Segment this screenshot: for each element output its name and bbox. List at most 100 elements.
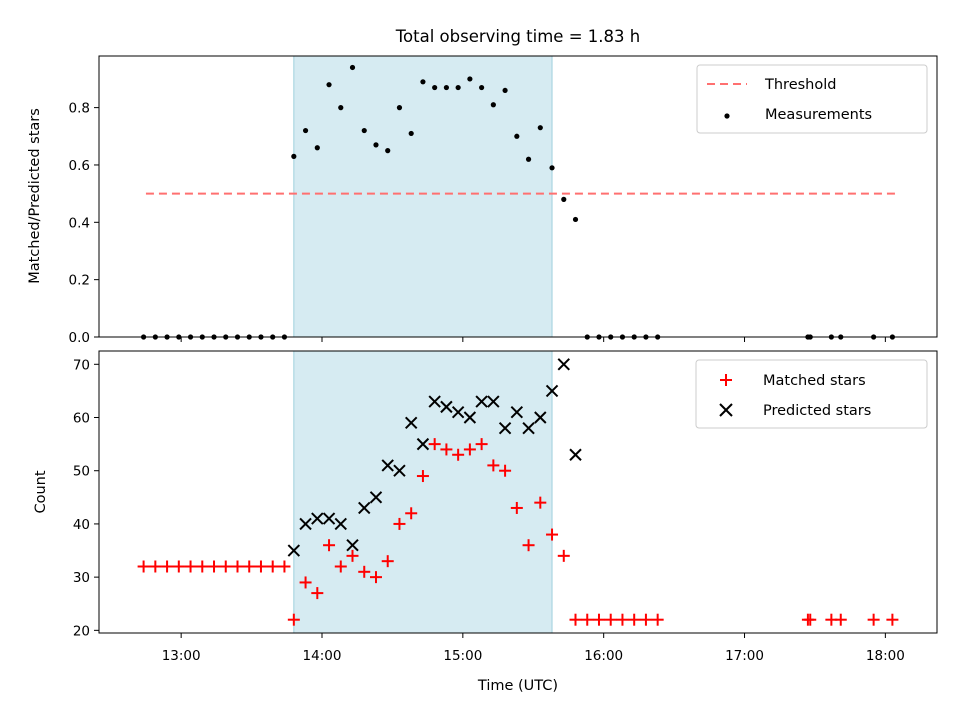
measurement-point bbox=[443, 84, 450, 91]
matched-star-point bbox=[569, 613, 582, 626]
matched-star-point bbox=[475, 438, 488, 451]
predicted-star-point bbox=[510, 405, 524, 419]
bottom-x-ticks: 13:00 14:00 15:00 16:00 17:00 18:00 bbox=[162, 633, 905, 664]
bottom-legend: Matched stars Predicted stars bbox=[695, 359, 928, 429]
top-y-ticks: 0.0 0.2 0.4 0.6 0.8 bbox=[69, 101, 99, 346]
bottom-panel: 20 30 40 50 60 70 13:00 14:00 15:00 16:00 17:00 18… bbox=[33, 350, 938, 694]
y-tick-label: 0.0 bbox=[69, 330, 90, 346]
predicted-star-point bbox=[381, 459, 394, 472]
y-tick-label: 0.8 bbox=[69, 101, 90, 117]
matched-star-point bbox=[369, 571, 382, 584]
legend-measurements-label: Measurements bbox=[765, 107, 872, 123]
predicted-star-point bbox=[451, 405, 465, 419]
x-tick-label: 13:00 bbox=[162, 648, 201, 664]
measurement-point bbox=[302, 127, 309, 134]
predicted-star-point bbox=[311, 512, 324, 525]
matched-star-point bbox=[137, 560, 150, 573]
legend-measurements-swatch bbox=[724, 113, 730, 119]
matched-star-point bbox=[266, 560, 279, 573]
matched-star-point bbox=[358, 565, 371, 578]
matched-star-point bbox=[534, 496, 547, 509]
legend-predicted-label: Predicted stars bbox=[763, 403, 871, 419]
measurement-point bbox=[549, 165, 555, 171]
predicted-stars-points bbox=[287, 358, 582, 557]
matched-star-point bbox=[557, 549, 570, 562]
measurement-point bbox=[408, 130, 414, 137]
x-axis-label: Time (UTC) bbox=[477, 678, 558, 694]
predicted-star-point bbox=[534, 411, 547, 424]
matched-star-point bbox=[440, 443, 453, 456]
y-tick-label: 0.4 bbox=[69, 215, 90, 231]
legend-predicted-swatch bbox=[719, 403, 733, 417]
y-tick-label: 30 bbox=[73, 570, 90, 586]
measurement-point bbox=[314, 145, 320, 151]
predicted-star-point bbox=[393, 464, 406, 477]
x-tick-label: 17:00 bbox=[725, 648, 764, 664]
matched-star-point bbox=[278, 560, 291, 573]
top-observing-span bbox=[293, 55, 553, 338]
predicted-star-point bbox=[334, 517, 347, 531]
matched-star-point bbox=[161, 560, 174, 573]
matched-star-point bbox=[463, 443, 476, 456]
legend-threshold-label: Threshold bbox=[764, 77, 836, 93]
measurement-point bbox=[572, 216, 579, 223]
measurement-point bbox=[537, 125, 543, 131]
y-tick-label: 0.6 bbox=[69, 158, 90, 174]
matched-star-point bbox=[487, 459, 500, 472]
matched-star-point bbox=[416, 470, 429, 483]
matched-star-point bbox=[231, 560, 244, 573]
matched-star-point bbox=[581, 613, 594, 626]
matched-star-point bbox=[546, 528, 559, 541]
predicted-star-point bbox=[498, 421, 512, 435]
matched-star-point bbox=[639, 613, 652, 626]
matched-star-point bbox=[208, 560, 221, 573]
matched-star-point bbox=[867, 613, 880, 626]
matched-star-point bbox=[804, 613, 817, 626]
matched-star-point bbox=[149, 560, 162, 573]
bottom-legend-box bbox=[695, 359, 928, 429]
top-plot-frame bbox=[98, 55, 938, 338]
matched-star-point bbox=[346, 549, 359, 562]
predicted-star-point bbox=[522, 421, 535, 435]
predicted-star-point bbox=[358, 501, 371, 515]
measurement-point bbox=[349, 64, 356, 71]
measurement-point bbox=[420, 79, 426, 85]
measurement-point bbox=[361, 127, 367, 134]
chart-title: Total observing time = 1.83 h bbox=[395, 27, 640, 46]
y-tick-label: 70 bbox=[73, 357, 90, 373]
measurement-point bbox=[479, 84, 485, 91]
predicted-star-point bbox=[463, 411, 477, 424]
measurement-point bbox=[373, 142, 379, 148]
matched-star-point bbox=[452, 448, 465, 461]
matched-star-point bbox=[651, 613, 664, 626]
predicted-star-point bbox=[369, 491, 383, 504]
x-tick-label: 18:00 bbox=[866, 648, 905, 664]
measurement-point bbox=[502, 87, 508, 94]
y-tick-label: 0.2 bbox=[69, 273, 90, 289]
measurement-point bbox=[385, 148, 391, 154]
matched-star-point bbox=[334, 560, 347, 573]
y-tick-label: 40 bbox=[73, 517, 90, 533]
measurement-point bbox=[432, 84, 438, 91]
matched-star-point bbox=[834, 613, 847, 626]
predicted-star-point bbox=[428, 395, 441, 408]
predicted-star-point bbox=[322, 512, 336, 525]
bottom-y-ticks: 20 30 40 50 60 70 bbox=[73, 357, 99, 639]
predicted-star-point bbox=[287, 544, 301, 557]
legend-matched-label: Matched stars bbox=[763, 373, 866, 389]
measurement-point bbox=[490, 102, 496, 108]
matched-star-point bbox=[510, 501, 523, 514]
measurement-point bbox=[396, 105, 403, 111]
measurement-point bbox=[291, 153, 297, 159]
y-tick-label: 60 bbox=[73, 411, 90, 427]
top-legend: Threshold Measurements bbox=[696, 64, 928, 134]
top-panel: Total observing time = 1.83 h 0.00.20.40… bbox=[27, 27, 938, 346]
matched-star-point bbox=[287, 613, 300, 626]
predicted-star-point bbox=[545, 384, 559, 398]
matched-star-point bbox=[172, 560, 185, 573]
matched-star-point bbox=[499, 464, 512, 477]
legend-matched-swatch bbox=[720, 374, 732, 386]
predicted-star-point bbox=[416, 437, 430, 451]
measurement-points bbox=[140, 64, 896, 340]
